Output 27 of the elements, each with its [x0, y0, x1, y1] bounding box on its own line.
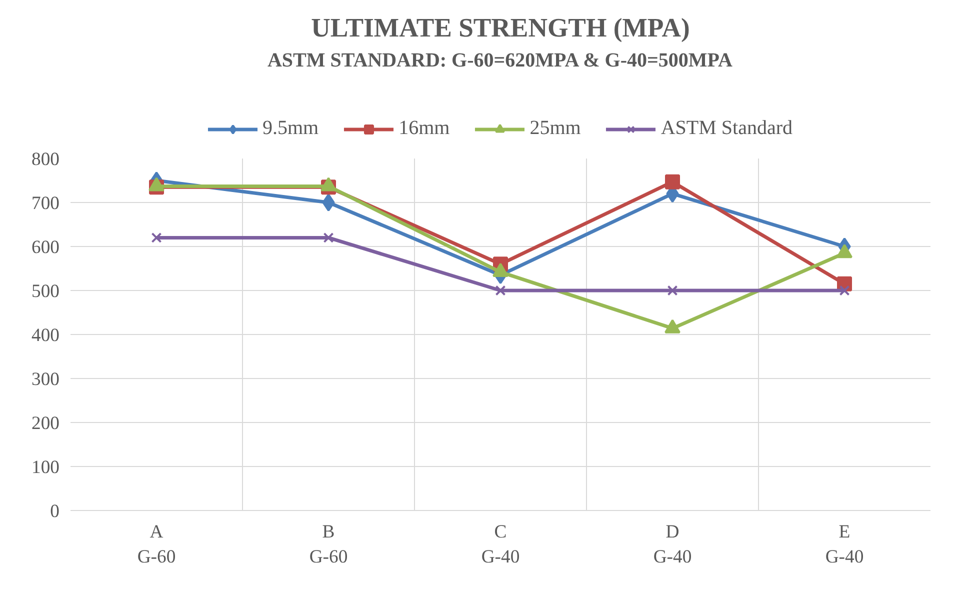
point	[151, 232, 162, 243]
y-tick-label: 100	[32, 457, 60, 478]
x-tick-label: E G-40	[825, 522, 864, 568]
y-tick-label: 800	[32, 149, 60, 170]
y-tick-label: 400	[32, 325, 60, 346]
point	[839, 285, 850, 296]
x-tick-label: D G-40	[653, 522, 692, 568]
legend-label: 16mm	[398, 117, 450, 140]
y-tick-label: 700	[32, 193, 60, 214]
y-tick-label: 600	[32, 237, 60, 258]
point	[667, 285, 678, 296]
x-tick-label: C G-40	[481, 522, 520, 568]
y-tick-label: 500	[32, 281, 60, 302]
legend-label: ASTM Standard	[660, 117, 793, 140]
legend-label: 9.5mm	[262, 117, 319, 140]
chart-subtitle: ASTM STANDARD: G-60=620MPA & G-40=500MPA	[267, 50, 733, 72]
point	[665, 174, 680, 190]
point	[323, 232, 334, 243]
y-tick-label: 200	[32, 413, 60, 434]
x-tick-label: B G-60	[309, 522, 348, 568]
point	[322, 194, 335, 212]
y-tick-label: 0	[50, 501, 60, 522]
point	[495, 285, 506, 296]
y-tick-label: 300	[32, 369, 60, 390]
legend-label: 25mm	[530, 117, 581, 140]
chart-title: ULTIMATE STRENGTH (MPA)	[311, 12, 690, 42]
x-tick-label: A G-60	[137, 522, 176, 568]
